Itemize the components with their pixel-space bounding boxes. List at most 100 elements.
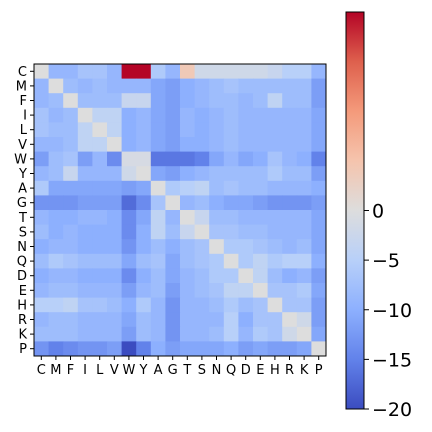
heatmap-cell xyxy=(238,224,254,240)
heatmap-cell xyxy=(165,297,181,313)
heatmap-cell xyxy=(48,93,64,109)
heatmap-cell xyxy=(267,137,283,152)
heatmap-cell xyxy=(223,341,239,357)
heatmap-cell xyxy=(180,93,195,109)
heatmap-cell xyxy=(194,180,210,196)
heatmap-cell xyxy=(121,137,137,152)
heatmap-cell xyxy=(311,341,327,357)
heatmap-cell xyxy=(296,78,312,94)
heatmap-cell xyxy=(92,253,108,269)
heatmap-cell xyxy=(34,93,49,109)
heatmap-cell xyxy=(77,166,93,182)
heatmap-cell xyxy=(136,195,152,211)
heatmap-cell xyxy=(77,268,93,284)
heatmap-cell xyxy=(180,268,195,284)
heatmap-cell xyxy=(150,180,166,196)
heatmap-cell xyxy=(194,107,210,123)
heatmap-cell xyxy=(296,93,312,109)
heatmap-cell xyxy=(311,283,327,298)
heatmap-cell xyxy=(150,268,166,284)
heatmap-cell xyxy=(107,78,122,94)
heatmap-cell xyxy=(63,341,79,357)
heatmap-cell xyxy=(282,224,298,240)
heatmap-cell xyxy=(107,137,122,152)
heatmap-cell xyxy=(48,297,64,313)
heatmap-cell xyxy=(63,64,79,79)
heatmap-cell xyxy=(150,195,166,211)
heatmap-cell xyxy=(92,268,108,284)
heatmap-cell xyxy=(107,326,122,342)
heatmap-cell xyxy=(92,64,108,79)
heatmap-cell xyxy=(267,78,283,94)
heatmap-cell xyxy=(63,224,79,240)
heatmap-cell xyxy=(48,326,64,342)
heatmap-cell xyxy=(121,151,137,167)
heatmap-cell xyxy=(223,166,239,182)
heatmap-cell xyxy=(180,283,195,298)
heatmap-cell xyxy=(150,93,166,109)
heatmap-cell xyxy=(92,78,108,94)
heatmap-cell xyxy=(282,341,298,357)
heatmap-cell xyxy=(209,93,225,109)
heatmap-cell xyxy=(136,210,152,225)
heatmap-cell xyxy=(136,137,152,152)
heatmap-cell xyxy=(209,64,225,79)
heatmap-cell xyxy=(253,210,268,225)
heatmap-cell xyxy=(92,107,108,123)
heatmap-cell xyxy=(311,326,327,342)
heatmap-cell xyxy=(296,312,312,328)
heatmap-cell xyxy=(63,195,79,211)
heatmap-cell xyxy=(223,239,239,255)
heatmap-cell xyxy=(34,151,49,167)
heatmap-cell xyxy=(63,166,79,182)
heatmap-cell xyxy=(282,283,298,298)
heatmap-cell xyxy=(238,64,254,79)
heatmap-cell xyxy=(282,268,298,284)
heatmap-cell xyxy=(238,93,254,109)
x-tick-label: M xyxy=(50,363,61,378)
heatmap-cell xyxy=(296,137,312,152)
y-tick-label: C xyxy=(18,65,27,80)
heatmap-cell xyxy=(223,253,239,269)
x-tick-label: N xyxy=(212,363,222,378)
heatmap-cell xyxy=(296,326,312,342)
heatmap-cell xyxy=(63,122,79,138)
heatmap-cell xyxy=(77,107,93,123)
heatmap-cell xyxy=(180,137,195,152)
heatmap-cells xyxy=(34,64,327,357)
x-tick-label: F xyxy=(67,363,74,378)
heatmap-cell xyxy=(48,64,64,79)
heatmap-cell xyxy=(194,224,210,240)
heatmap-cell xyxy=(63,180,79,196)
heatmap-cell xyxy=(48,195,64,211)
heatmap-cell xyxy=(194,297,210,313)
heatmap-cell xyxy=(209,312,225,328)
y-tick-label: S xyxy=(19,225,27,240)
heatmap-cell xyxy=(296,166,312,182)
heatmap-cell xyxy=(296,253,312,269)
colorbar-tick-label: −5 xyxy=(372,250,400,272)
heatmap-cell xyxy=(92,283,108,298)
heatmap-cell xyxy=(63,283,79,298)
heatmap-cell xyxy=(311,195,327,211)
heatmap-cell xyxy=(77,210,93,225)
y-tick-label: T xyxy=(18,211,27,226)
heatmap-cell xyxy=(267,180,283,196)
heatmap-cell xyxy=(267,122,283,138)
heatmap-cell xyxy=(48,78,64,94)
heatmap-cell xyxy=(180,78,195,94)
heatmap-cell xyxy=(311,253,327,269)
y-tick-label: F xyxy=(20,94,27,109)
heatmap-cell xyxy=(48,180,64,196)
heatmap-cell xyxy=(194,239,210,255)
heatmap-cell xyxy=(92,210,108,225)
y-tick-label: K xyxy=(18,328,27,343)
heatmap-cell xyxy=(282,180,298,196)
heatmap-cell xyxy=(77,312,93,328)
heatmap-cell xyxy=(34,195,49,211)
x-tick-label: E xyxy=(256,363,264,378)
heatmap-cell xyxy=(282,64,298,79)
heatmap-cell xyxy=(77,326,93,342)
heatmap-cell xyxy=(107,239,122,255)
heatmap-cell xyxy=(311,210,327,225)
